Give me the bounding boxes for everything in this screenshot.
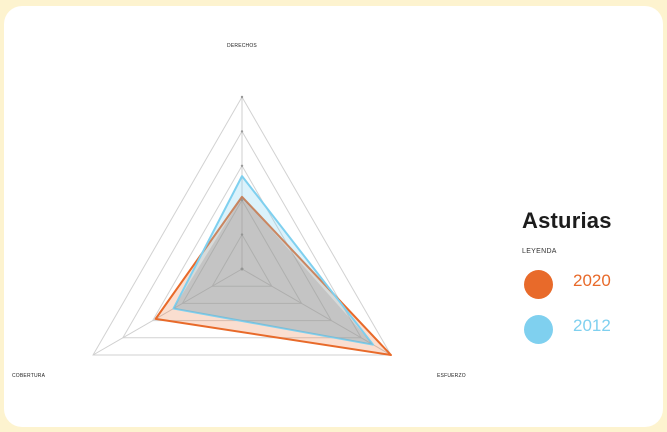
legend-label-2020: 2020 bbox=[573, 270, 611, 290]
axis-tick bbox=[240, 130, 244, 133]
grid-level-2 bbox=[181, 199, 303, 304]
legend: Asturias LEYENDA 2020 2012 bbox=[522, 208, 612, 344]
grid-level-5 bbox=[92, 95, 392, 356]
chart-card: DERECHOS ESFUERZO COBERTURA Asturias LEYEN… bbox=[4, 6, 663, 427]
grid-level-1 bbox=[211, 233, 273, 287]
axis-tick bbox=[240, 95, 244, 99]
legend-item-2020: 2020 bbox=[524, 270, 611, 299]
legend-title: LEYENDA bbox=[522, 248, 557, 255]
series-overlap bbox=[173, 196, 374, 345]
legend-item-2012: 2012 bbox=[524, 315, 611, 344]
chart-title: Asturias bbox=[522, 208, 612, 233]
legend-swatch-2012 bbox=[524, 315, 553, 344]
center-marker bbox=[240, 267, 244, 271]
axis-line-esfuerzo bbox=[241, 268, 392, 356]
series-area-2012 bbox=[172, 175, 375, 346]
axis-label-derechos: DERECHOS bbox=[227, 43, 257, 49]
legend-label-2012: 2012 bbox=[573, 315, 611, 335]
grid-level-4 bbox=[121, 130, 363, 339]
axis-label-esfuerzo: ESFUERZO bbox=[437, 373, 466, 379]
axis-tick bbox=[240, 199, 244, 202]
axis-line-cobertura bbox=[92, 268, 243, 356]
axis-tick bbox=[240, 233, 244, 236]
legend-swatch-2020 bbox=[524, 270, 553, 299]
axis-label-cobertura: COBERTURA bbox=[12, 373, 46, 379]
radar-chart: DERECHOS ESFUERZO COBERTURA bbox=[12, 43, 466, 379]
axis-tick bbox=[240, 164, 244, 167]
